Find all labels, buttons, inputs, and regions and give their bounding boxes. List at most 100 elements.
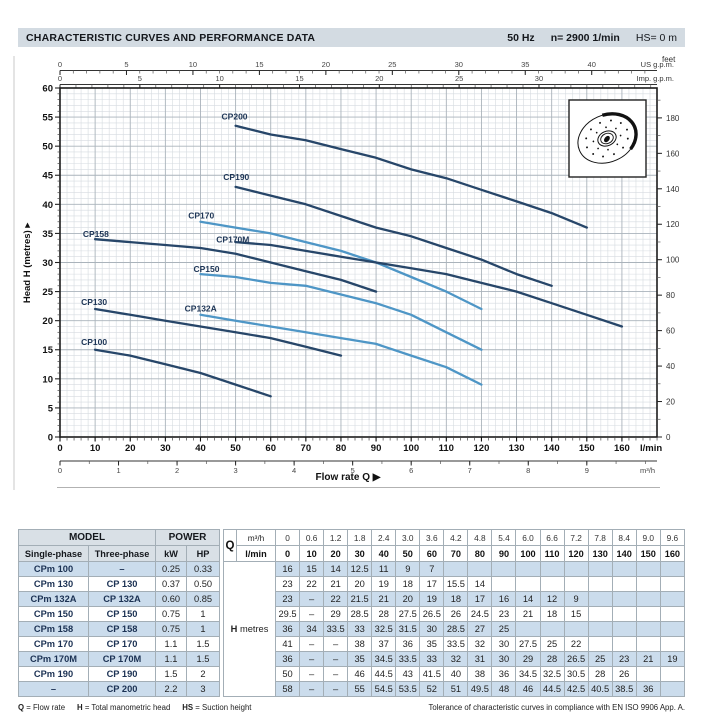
table-cell: 9.6: [659, 529, 686, 546]
curve-label-cp150: CP150: [193, 264, 219, 274]
table-cell: CP 170: [87, 636, 157, 652]
legend-item: HS = Suction height: [182, 703, 252, 712]
svg-text:5: 5: [124, 60, 128, 69]
table-cell: 1: [186, 621, 221, 637]
svg-text:25: 25: [388, 60, 396, 69]
table-cell: 40: [371, 545, 397, 562]
curve-label-cp190: CP190: [223, 172, 249, 182]
table-cell: CPm 170: [18, 636, 89, 652]
table-cell: 19: [659, 651, 686, 667]
table-cell: 15.5: [443, 576, 469, 592]
table-cell: 20: [323, 545, 349, 562]
table-cell: [659, 681, 686, 697]
table-cell: 33.5: [395, 651, 421, 667]
svg-text:5: 5: [351, 466, 355, 475]
table-cell: 110: [539, 545, 565, 562]
table-cell: [635, 636, 661, 652]
table-cell: [659, 666, 686, 682]
legend-definitions: Q = Flow rate H = Total manometric head HS…: [18, 703, 263, 712]
table-cell: 7.8: [587, 529, 613, 546]
head-metres-label: H metres: [223, 561, 277, 697]
table-cell: 44.5: [539, 681, 565, 697]
table-cell: –: [87, 561, 157, 577]
svg-text:90: 90: [371, 443, 382, 454]
curve-cp170: [199, 220, 483, 311]
table-row: – CP 200 2.2 3 58– –55 54.5 53.5 52 51 49.5 48 46 44.…: [18, 681, 686, 697]
table-cell: 32: [467, 636, 493, 652]
table-row: CPm 158 CP 158 0.75 1 36 34 33.5 33 32.5 31.5 30 28…: [18, 621, 686, 637]
table-cell: [611, 576, 637, 592]
curve-label-cp132a: CP132A: [185, 303, 217, 313]
table-cell: 32: [443, 651, 469, 667]
table-cell: 0.75: [155, 606, 188, 622]
svg-text:6: 6: [409, 466, 413, 475]
table-cell: POWER: [155, 529, 221, 546]
svg-text:50: 50: [42, 142, 53, 153]
table-cell: 4.8: [467, 529, 493, 546]
svg-text:7: 7: [468, 466, 472, 475]
svg-text:30: 30: [160, 443, 171, 454]
table-cell: CPm 132A: [18, 591, 89, 607]
table-cell: [539, 576, 565, 592]
table-cell: 30.5: [563, 666, 589, 682]
table-cell: 21: [323, 576, 349, 592]
svg-text:60: 60: [666, 327, 675, 336]
table-cell: 54.5: [371, 681, 397, 697]
svg-text:100: 100: [666, 256, 680, 265]
table-cell: 34.5: [371, 651, 397, 667]
table-row: CPm 170M CP 170M 1.1 1.5 36– –35 34.5 33.5 33 32 3…: [18, 651, 686, 667]
table-cell: 31.5: [395, 621, 421, 637]
frequency-value: 50 Hz: [507, 31, 535, 44]
table-cell: 18: [443, 591, 469, 607]
table-cell: 0.33: [186, 561, 221, 577]
table-cell: –: [299, 666, 325, 682]
table-cell: [587, 621, 613, 637]
table-cell: 23: [275, 591, 301, 607]
table-cell: 36: [635, 681, 661, 697]
table-cell: 36: [491, 666, 517, 682]
svg-text:US g.p.m.: US g.p.m.: [641, 60, 674, 69]
svg-text:5: 5: [48, 403, 54, 414]
curve-label-cp158: CP158: [83, 229, 109, 239]
curve-label-cp100: CP100: [81, 337, 107, 347]
table-cell: [563, 561, 589, 577]
table-cell: 28.5: [443, 621, 469, 637]
table-cell: –: [323, 651, 349, 667]
table-cell: 0.37: [155, 576, 188, 592]
table-cell: 32.5: [371, 621, 397, 637]
table-cell: 36: [275, 621, 301, 637]
table-cell: –: [299, 591, 325, 607]
table-cell: 7.2: [563, 529, 589, 546]
table-row: CPm 190 CP 190 1.5 2 50– –46 44.5 43 41.5 40 38 36 3…: [18, 666, 686, 682]
table-cell: 11: [371, 561, 397, 577]
table-cell: 3.6: [419, 529, 445, 546]
svg-text:40: 40: [588, 60, 596, 69]
table-cell: [659, 636, 686, 652]
svg-text:60: 60: [42, 83, 53, 94]
table-cell: 41.5: [419, 666, 445, 682]
table-cell: 18: [539, 606, 565, 622]
table-cell: 37: [371, 636, 397, 652]
table-cell: [611, 591, 637, 607]
legend-item: Q = Flow rate: [18, 703, 66, 712]
table-cell: [587, 636, 613, 652]
svg-text:10: 10: [90, 443, 101, 454]
table-cell: 28: [587, 666, 613, 682]
table-cell: 19: [419, 591, 445, 607]
svg-text:4: 4: [292, 466, 296, 475]
table-cell: CPm 190: [18, 666, 89, 682]
table-cell: [659, 591, 686, 607]
table-cell: 28: [371, 606, 397, 622]
svg-text:35: 35: [42, 229, 53, 240]
table-cell: 0.75: [155, 621, 188, 637]
table-cell: [563, 576, 589, 592]
table-cell: 41: [275, 636, 301, 652]
table-cell: 51: [443, 681, 469, 697]
table-cell: 0: [275, 529, 301, 546]
table-cell: CPm 100: [18, 561, 89, 577]
table-cell: CPm 150: [18, 606, 89, 622]
table-cell: [611, 621, 637, 637]
table-cell: 9: [395, 561, 421, 577]
table-cell: 34: [299, 621, 325, 637]
table-cell: 30: [491, 636, 517, 652]
